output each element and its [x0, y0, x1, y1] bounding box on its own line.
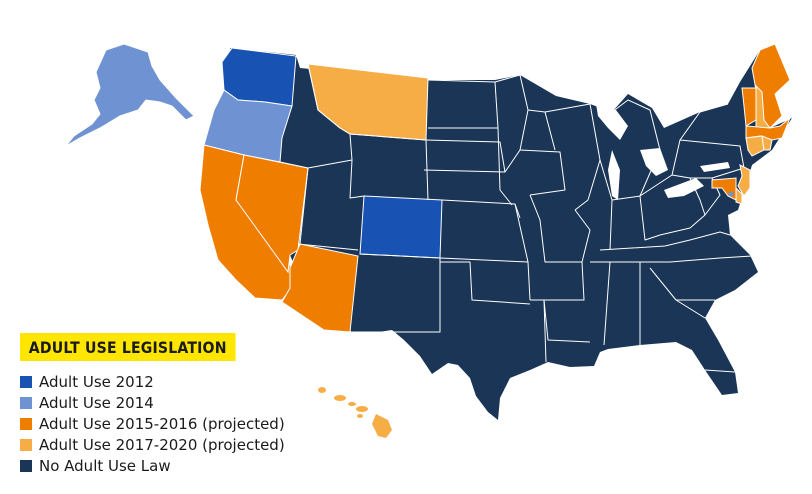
arizona: [281, 243, 359, 333]
map-legend: ADULT USE LEGISLATION Adult Use 2012 Adu…: [20, 333, 285, 476]
legend-item-2014: Adult Use 2014: [20, 392, 285, 413]
new-jersey: [737, 164, 751, 197]
legend-items: Adult Use 2012 Adult Use 2014 Adult Use …: [20, 371, 285, 476]
district-of-columbia: [728, 191, 734, 197]
legend-swatch-2012: [20, 375, 32, 388]
legend-swatch-2014: [20, 396, 32, 409]
connecticut: [745, 135, 765, 157]
legend-swatch-2015-2016: [20, 417, 32, 430]
vermont: [741, 87, 757, 127]
legend-label-2015-2016: Adult Use 2015-2016 (projected): [39, 414, 285, 433]
legend-label-2017-2020: Adult Use 2017-2020 (projected): [39, 435, 285, 454]
continental-us-landmass: [205, 44, 792, 420]
rhode-island: [761, 135, 773, 151]
hawaii: [318, 387, 392, 438]
legend-item-2017-2020: Adult Use 2017-2020 (projected): [20, 434, 285, 455]
legend-swatch-none: [20, 459, 32, 472]
great-lakes: [596, 104, 730, 200]
legend-item-2012: Adult Use 2012: [20, 371, 285, 392]
legend-swatch-2017-2020: [20, 438, 32, 451]
colorado: [359, 195, 443, 259]
alaska: [65, 43, 195, 147]
legend-item-none: No Adult Use Law: [20, 455, 285, 476]
legend-item-2015-2016: Adult Use 2015-2016 (projected): [20, 413, 285, 434]
state-borders: [279, 55, 753, 373]
legend-label-none: No Adult Use Law: [39, 456, 171, 475]
legend-title: ADULT USE LEGISLATION: [20, 333, 236, 361]
legend-label-2012: Adult Use 2012: [39, 372, 154, 391]
legend-label-2014: Adult Use 2014: [39, 393, 154, 412]
oregon: [203, 89, 293, 163]
